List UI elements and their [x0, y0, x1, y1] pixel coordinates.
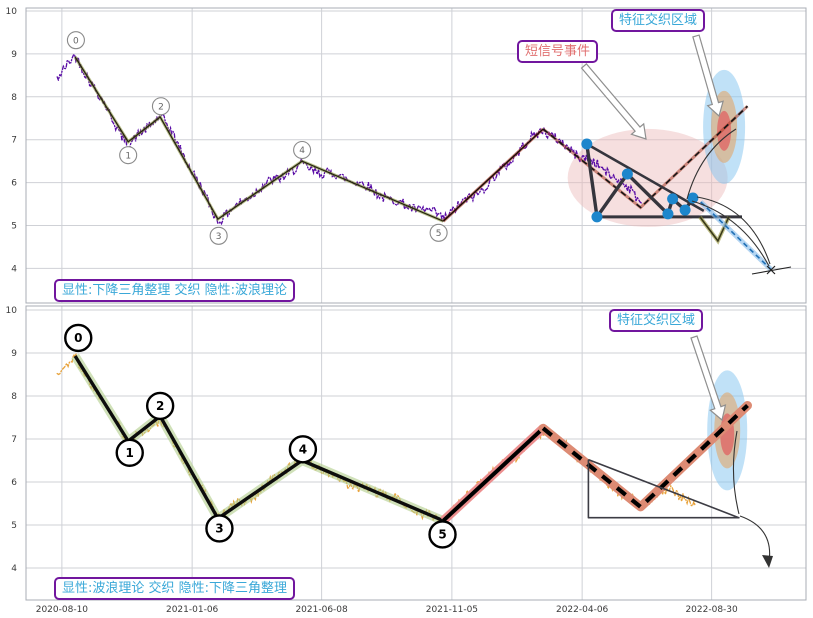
wave-label-text: 4: [299, 146, 305, 156]
wave-label-circle: [293, 140, 312, 160]
bottom-panel-plot: 0 1 2 3 4 5 4 5 6 7 8 9 10 2020-08-10 2021-01-06 2021-0…: [6, 305, 807, 615]
y-tick-label: 4: [11, 564, 17, 574]
top-panel-plot: 0 1 2 3 4 5 4 5 6 7 8 9 10: [6, 7, 807, 304]
wave-label-circle: [66, 31, 85, 50]
x-tick-label: 2021-06-08: [295, 605, 348, 615]
wave-line: [74, 56, 444, 222]
y-tick-label: 9: [11, 349, 17, 359]
x-tick-label: 2022-08-30: [685, 605, 738, 615]
end-tick: [751, 266, 792, 275]
pivot-dot: [581, 138, 593, 150]
y-tick-label: 6: [11, 478, 17, 488]
wave-label-text: 3: [215, 522, 223, 536]
pivot-dot: [679, 204, 691, 216]
x-tick-label: 2021-11-05: [426, 605, 478, 615]
y-tick-label: 7: [11, 136, 17, 146]
wave-label-circle: [151, 97, 170, 116]
top-feature-zone-label: 特征交织区域: [611, 9, 706, 32]
wave-label-text: 1: [125, 151, 131, 161]
y-tick-label: 10: [6, 306, 18, 316]
y-tick-label: 8: [11, 392, 17, 402]
pivot-dot: [687, 192, 699, 204]
y-tick-label: 9: [11, 50, 17, 60]
y-tick-label: 8: [11, 93, 17, 103]
axes-spines: [25, 305, 807, 601]
axes-spines: [25, 7, 807, 304]
wave-label-circle: [115, 438, 144, 467]
wave-label-circle: [64, 323, 93, 353]
pivot-dot: [662, 208, 674, 220]
annotation-arrow: [580, 63, 647, 140]
guide-curve: [732, 430, 740, 515]
pivot-dot: [591, 211, 603, 223]
wave-label-text: 0: [73, 36, 79, 46]
wave-label-text: 0: [74, 331, 82, 345]
arrow-head: [762, 555, 773, 568]
wave-label-text: 5: [438, 528, 446, 542]
hidden-triangle-outline: [587, 458, 740, 519]
y-tick-label: 6: [11, 179, 17, 189]
forecast-solid: [441, 426, 545, 523]
guide-curve: [696, 196, 771, 265]
wave-label-circle: [209, 226, 228, 245]
wave-label-text: 3: [216, 232, 222, 242]
wave-label-text: 5: [436, 229, 442, 239]
wave-line-halo: [73, 56, 444, 223]
pivot-dot: [667, 193, 679, 205]
wave-label-circle: [205, 514, 234, 543]
wave-label-text: 1: [126, 446, 134, 460]
y-tick-label: 10: [6, 7, 18, 17]
forecast-dashed: [542, 105, 749, 209]
wave-label-circle: [145, 391, 175, 421]
wave-label-circle: [288, 435, 318, 464]
x-tick-label: 2020-08-10: [36, 605, 89, 615]
x-tick-label: 2021-01-06: [166, 605, 219, 615]
wave-label-circle: [119, 146, 138, 165]
guide-curve: [739, 515, 771, 563]
wave-label-circle: [429, 223, 448, 242]
top-feature-label: 显性:下降三角整理 交织 隐性:波浪理论: [54, 279, 296, 302]
pivot-dot: [621, 168, 633, 180]
guide-curve: [691, 200, 770, 267]
bottom-feature-label: 显性:波浪理论 交织 隐性:下降三角整理: [54, 577, 296, 600]
bottom-feature-zone-label: 特征交织区域: [609, 309, 704, 332]
x-tick-label: 2022-04-06: [556, 605, 609, 615]
short-signal-event-label: 短信号事件: [517, 40, 599, 63]
annotation-arrow: [690, 335, 727, 422]
projection-halo: [698, 200, 774, 272]
wave-line: [73, 355, 444, 523]
wave-label-text: 2: [156, 399, 164, 413]
guide-curve: [686, 128, 737, 200]
wave-label-circle: [428, 520, 457, 549]
wave-label-text: 2: [158, 102, 164, 112]
y-tick-label: 4: [11, 264, 17, 274]
annotation-arrow: [692, 34, 724, 118]
forecast-solid: [442, 128, 544, 222]
triangle-trendline: [586, 142, 705, 213]
forecast-dashed: [541, 403, 749, 510]
y-tick-label: 5: [11, 521, 17, 531]
x-marker: [766, 265, 776, 275]
y-tick-label: 5: [11, 222, 17, 232]
y-tick-label: 7: [11, 435, 17, 445]
wave-label-text: 4: [299, 443, 307, 457]
